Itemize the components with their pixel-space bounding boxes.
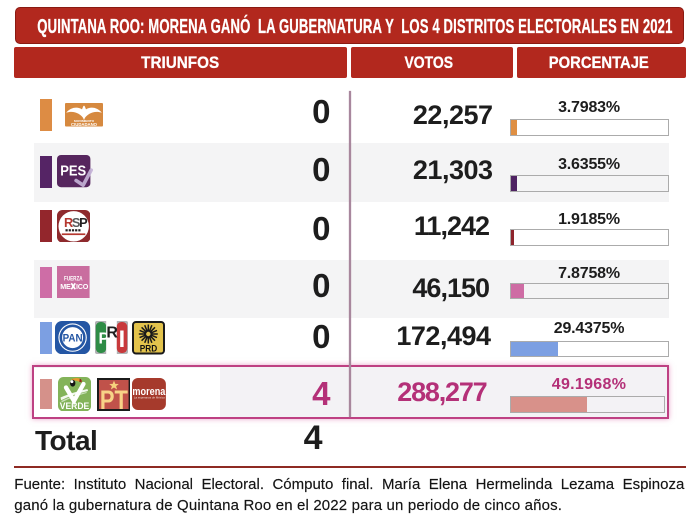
svg-text:La esperanza de México: La esperanza de México: [134, 396, 166, 399]
svg-text:VERDE: VERDE: [59, 401, 89, 411]
svg-text:PES: PES: [60, 163, 86, 179]
svg-text:PAN: PAN: [63, 332, 83, 344]
svg-text:PT: PT: [99, 385, 127, 411]
svg-text:CIUDADANO: CIUDADANO: [71, 122, 98, 127]
svg-text:RSP: RSP: [64, 215, 88, 230]
svg-text:ICO: ICO: [76, 282, 89, 291]
svg-text:R: R: [106, 324, 118, 341]
svg-text:PRD: PRD: [140, 344, 158, 355]
svg-text:MOVIMIENTO: MOVIMIENTO: [74, 119, 95, 123]
svg-text:P: P: [98, 330, 109, 347]
svg-text:FUERZA: FUERZA: [64, 275, 83, 282]
svg-text:ME: ME: [60, 282, 71, 291]
svg-text:morena: morena: [133, 386, 166, 398]
